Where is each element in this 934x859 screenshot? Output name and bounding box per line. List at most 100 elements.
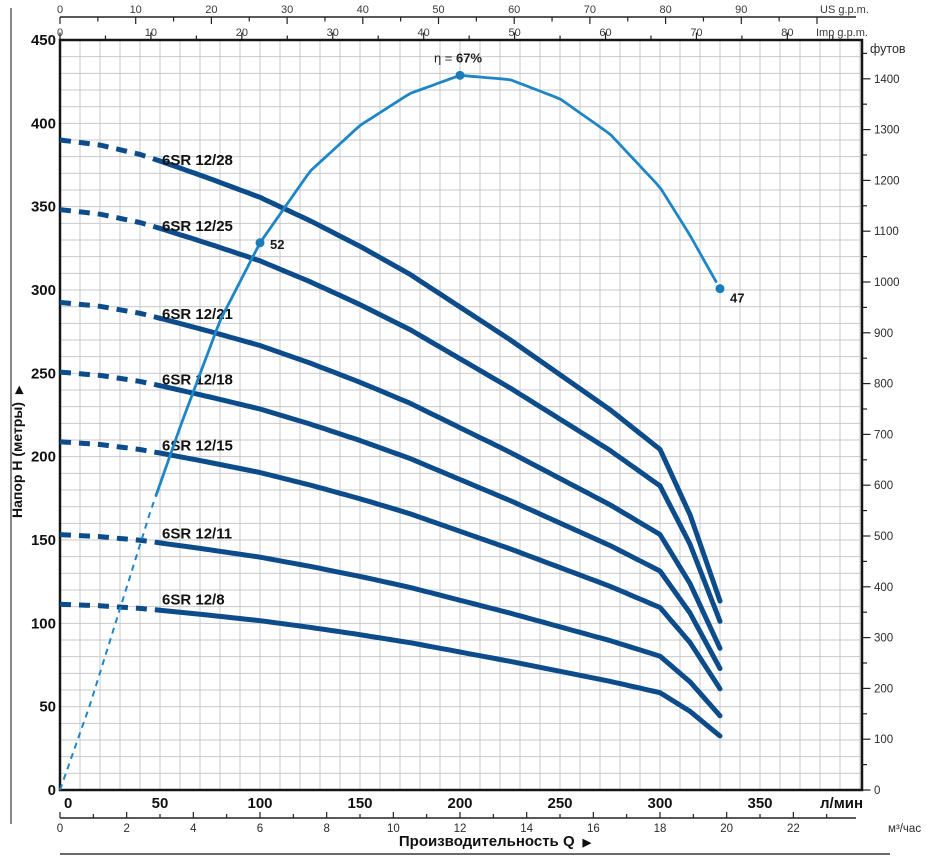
m3h-tick-label: 8 bbox=[323, 823, 329, 835]
m3h-tick-label: 14 bbox=[520, 823, 533, 835]
us-gpm-tick-label: 90 bbox=[735, 4, 747, 16]
head-m-tick-label: 400 bbox=[31, 115, 56, 132]
m3h-tick-label: 20 bbox=[720, 823, 733, 835]
eta-prefix: η = bbox=[434, 50, 456, 65]
imp-gpm-axis-label: Imp g.p.m. bbox=[816, 27, 868, 39]
efficiency-marker-dot bbox=[715, 284, 725, 294]
feet-tick-label: 1000 bbox=[874, 277, 900, 289]
head-curve-6SR-12-21 bbox=[157, 315, 723, 651]
efficiency-peak-label: η = 67% bbox=[434, 50, 483, 65]
eta-value: 67% bbox=[456, 50, 482, 65]
curve-label-6SR-12-8: 6SR 12/8 bbox=[162, 591, 225, 608]
head-axis-arrow-icon: ▶ bbox=[13, 385, 25, 395]
head-curve-6SR-12-18 bbox=[157, 383, 723, 671]
us-gpm-tick-label: 70 bbox=[584, 4, 596, 16]
head-m-tick-label: 350 bbox=[31, 199, 56, 216]
imp-gpm-tick-label: 0 bbox=[57, 27, 63, 39]
m3h-tick-label: 12 bbox=[454, 823, 467, 835]
lmin-tick-label: 250 bbox=[547, 795, 572, 812]
feet-tick-label: 800 bbox=[874, 379, 893, 391]
feet-tick-label: 0 bbox=[874, 785, 880, 797]
us-gpm-tick-label: 20 bbox=[205, 4, 217, 16]
head-axis-title: Напор H (метры) ▶ bbox=[9, 385, 25, 518]
lmin-tick-label: 350 bbox=[747, 795, 772, 812]
head-curve-dashed-6SR-12-25 bbox=[59, 207, 161, 231]
head-m-tick-label: 0 bbox=[48, 782, 56, 799]
m3h-tick-label: 2 bbox=[123, 823, 129, 835]
feet-tick-label: 100 bbox=[874, 734, 893, 746]
head-curve-6SR-12-11 bbox=[157, 540, 723, 719]
curve-label-6SR-12-25: 6SR 12/25 bbox=[162, 218, 233, 235]
lmin-tick-label: 100 bbox=[247, 795, 272, 812]
us-gpm-tick-label: 40 bbox=[357, 4, 369, 16]
feet-tick-label: 1400 bbox=[874, 74, 900, 86]
us-gpm-tick-label: 30 bbox=[281, 4, 293, 16]
us-gpm-tick-label: 50 bbox=[432, 4, 444, 16]
head-curve-dashed-6SR-12-11 bbox=[59, 532, 161, 546]
imp-gpm-tick-label: 70 bbox=[690, 27, 702, 39]
feet-tick-label: 200 bbox=[874, 683, 893, 695]
axes-and-ticks: 0 10 20 30 40 50 60 70 80 900 10 20 30 40 50 60 70 800100… bbox=[10, 4, 900, 855]
head-m-tick-label: 300 bbox=[31, 282, 56, 299]
feet-tick-label: 400 bbox=[874, 582, 893, 594]
lmin-tick-label: 150 bbox=[347, 795, 372, 812]
efficiency-marker-dot bbox=[455, 70, 465, 80]
curve-label-6SR-12-11: 6SR 12/11 bbox=[162, 525, 232, 542]
head-axis-title-text: Напор H (метры) bbox=[9, 402, 25, 518]
m3h-tick-label: 22 bbox=[787, 823, 800, 835]
head-m-tick-label: 450 bbox=[31, 32, 56, 49]
lmin-tick-label: 300 bbox=[647, 795, 672, 812]
us-gpm-tick-label: 10 bbox=[130, 4, 142, 16]
head-curve-dashed-6SR-12-15 bbox=[59, 439, 161, 456]
head-curve-6SR-12-8 bbox=[157, 607, 723, 739]
plot-border bbox=[58, 38, 864, 792]
efficiency-curve-dashed bbox=[59, 498, 156, 791]
head-m-tick-label: 150 bbox=[31, 532, 56, 549]
feet-tick-label: 500 bbox=[874, 531, 893, 543]
head-m-tick-label: 100 bbox=[31, 615, 56, 632]
feet-tick-label: 1100 bbox=[874, 226, 899, 238]
head-curve-6SR-12-28 bbox=[157, 158, 723, 604]
head-curve-6SR-12-15 bbox=[157, 450, 723, 692]
head-curve-dashed-6SR-12-18 bbox=[59, 369, 161, 389]
flow-axis-title: Производительность Q ▶ bbox=[399, 833, 592, 850]
imp-gpm-tick-label: 60 bbox=[599, 27, 611, 39]
us-gpm-tick-label: 60 bbox=[508, 4, 520, 16]
curve-label-6SR-12-15: 6SR 12/15 bbox=[162, 438, 233, 455]
us-gpm-tick-label: 80 bbox=[659, 4, 671, 16]
efficiency-marker-label: 47 bbox=[730, 291, 744, 306]
imp-gpm-tick-label: 50 bbox=[508, 27, 520, 39]
imp-gpm-tick-label: 30 bbox=[327, 27, 339, 39]
us-gpm-tick-label: 0 bbox=[57, 4, 63, 16]
efficiency-curve bbox=[154, 73, 718, 497]
feet-axis-label: футов bbox=[870, 42, 906, 56]
head-curve-dashed-6SR-12-8 bbox=[59, 601, 161, 613]
m3h-tick-label: 16 bbox=[587, 823, 600, 835]
m3h-axis-label: м³/час bbox=[888, 823, 921, 835]
lmin-tick-label: 200 bbox=[447, 795, 472, 812]
imp-gpm-tick-label: 40 bbox=[418, 27, 430, 39]
imp-gpm-tick-label: 80 bbox=[781, 27, 793, 39]
head-curve-dashed-6SR-12-28 bbox=[59, 137, 161, 164]
m3h-tick-label: 18 bbox=[654, 823, 667, 835]
lmin-tick-label: 50 bbox=[152, 795, 169, 812]
head-m-tick-label: 200 bbox=[31, 449, 56, 466]
flow-axis-title-text: Производительность Q bbox=[399, 833, 575, 850]
feet-tick-label: 700 bbox=[874, 429, 893, 441]
m3h-tick-label: 4 bbox=[190, 823, 197, 835]
flow-axis-arrow-icon: ▶ bbox=[582, 837, 592, 849]
head-curve-dashed-6SR-12-21 bbox=[59, 300, 161, 321]
lmin-tick-label: 0 bbox=[64, 795, 72, 812]
head-m-tick-label: 50 bbox=[39, 699, 56, 716]
axis-titles: US g.p.m. Imp g.p.m. футов л/мин м³/час … bbox=[9, 4, 921, 850]
feet-tick-label: 1300 bbox=[874, 125, 900, 137]
imp-gpm-tick-label: 20 bbox=[236, 27, 248, 39]
efficiency-marker-dot bbox=[255, 238, 265, 248]
lmin-axis-label: л/мин bbox=[820, 795, 863, 812]
feet-tick-label: 900 bbox=[874, 328, 893, 340]
m3h-tick-label: 0 bbox=[57, 823, 63, 835]
m3h-tick-label: 10 bbox=[387, 823, 400, 835]
head-m-tick-label: 250 bbox=[31, 365, 56, 382]
